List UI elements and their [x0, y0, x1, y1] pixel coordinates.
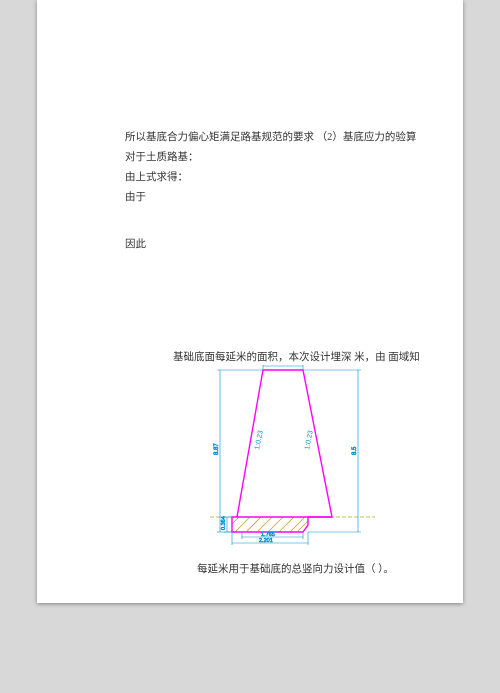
hatch-group — [232, 517, 308, 532]
paragraph-1: 所以基底合力偏心矩满足路基规范的要求 （2）基底应力的验算 — [125, 128, 425, 148]
paragraph-3: 由上式求得： — [125, 168, 188, 188]
dim-left-slope-label: 1:0.23 — [254, 430, 265, 451]
diagram-svg: 1.8 8.87 8.5 1:0.23 1:0.23 — [205, 365, 380, 555]
dim-top-width-label: 1.8 — [275, 365, 284, 366]
dim-right-slope-label: 1:0.23 — [304, 430, 315, 451]
wall-outline — [237, 370, 332, 517]
dim-right-height-label: 8.5 — [352, 446, 358, 455]
paragraph-2: 对于土质路基： — [125, 148, 199, 168]
dim-top-width: 1.8 — [263, 365, 303, 370]
diagram-cross-section: 1.8 8.87 8.5 1:0.23 1:0.23 — [205, 365, 380, 555]
footing-outline — [232, 517, 332, 532]
figure-caption-bottom: 每延米用于基础底的总竖向力设计值（ ）。 — [197, 560, 417, 580]
page: 所以基底合力偏心矩满足路基规范的要求 （2）基底应力的验算 对于土质路基： 由上… — [37, 0, 463, 603]
dim-base-height: 0.364 — [221, 516, 232, 532]
paragraph-5: 因此 — [125, 235, 146, 255]
dim-base-height-label: 0.364 — [221, 516, 227, 530]
dim-right-height: 8.5 — [303, 370, 361, 532]
paragraph-4: 由于 — [125, 188, 146, 208]
dim-left-height-label: 8.87 — [214, 443, 220, 455]
dim-base-inner-2-label: 2.201 — [259, 538, 273, 544]
